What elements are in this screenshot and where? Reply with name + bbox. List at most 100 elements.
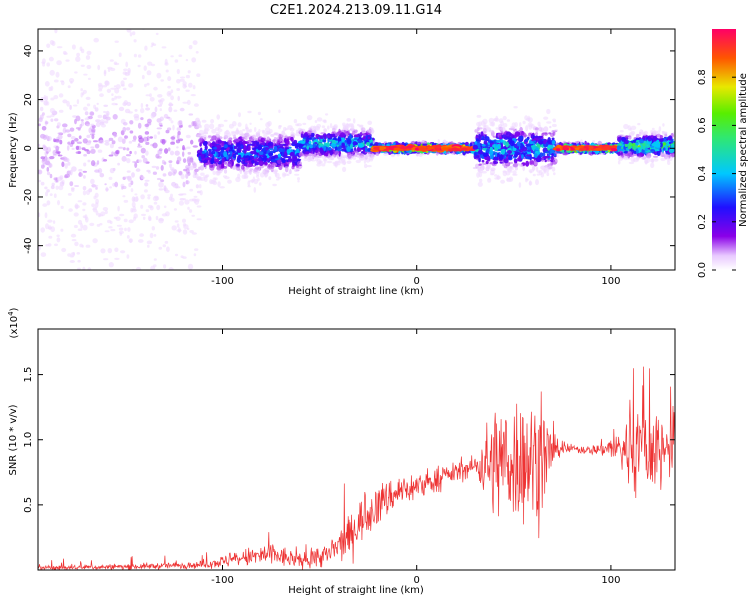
spectrogram-cell [255, 175, 260, 178]
spectrogram-cell [306, 115, 313, 121]
colorbar-gradient [712, 29, 736, 270]
spectrogram-cell [353, 134, 359, 138]
spectrogram-cell [50, 185, 55, 190]
spectrogram-cell [165, 211, 170, 217]
spectrogram-cell [326, 160, 333, 164]
spectrogram-cell [195, 117, 200, 123]
spectrogram-cell [666, 156, 670, 162]
spectrogram-cell [179, 107, 185, 112]
spectrogram-cell [125, 61, 129, 68]
snr-panel: -100 0 100 0.51.01.5 Height of straight li… [7, 307, 676, 596]
spectrogram-cell [118, 106, 125, 112]
spectrogram-cell [135, 319, 139, 323]
spectrogram-cell [262, 130, 266, 134]
spectrogram-cell [176, 79, 181, 84]
spectrogram-cell [117, 162, 120, 166]
spectrogram-cell [349, 133, 352, 140]
spectrogram-cell [210, 158, 215, 165]
spectrogram-cell [522, 120, 526, 125]
spectrogram-cell [479, 178, 483, 183]
spectrogram-cell [316, 117, 323, 122]
spectrogram-cell [253, 187, 257, 193]
spectrogram-cell [352, 154, 358, 157]
figure-title: C2E1.2024.213.09.11.G14 [270, 3, 442, 18]
spectrogram-cell [160, 179, 165, 182]
spectrogram-cell [262, 156, 267, 162]
spectrogram-cell [542, 168, 548, 172]
spectrogram-cell [71, 147, 75, 150]
spectrogram-cell [87, 267, 92, 270]
spectrogram-cell [209, 123, 215, 130]
spectrogram-cell [122, 126, 127, 133]
spectrogram-cell [258, 129, 261, 133]
spectrogram-cell [95, 20, 99, 24]
spectrogram-cell [340, 137, 345, 143]
spectrogram-cell [82, 190, 87, 196]
spectrogram-cell [277, 159, 282, 165]
spectrogram-cell [159, 124, 163, 127]
spectrogram-cell [173, 208, 177, 211]
spectrogram-cell [56, 237, 61, 243]
spectrogram-cell [176, 146, 179, 149]
spectrogram-cell [366, 165, 372, 168]
spectrogram-cell [45, 223, 49, 230]
spectrogram-cell [538, 124, 542, 131]
spectrogram-cell [195, 184, 199, 189]
spectrogram-cell [480, 131, 484, 137]
spectrogram-cell [257, 177, 260, 182]
spectrogram-cell [44, 150, 48, 157]
spectrogram-cell [98, 214, 104, 217]
spectrogram-cell [292, 155, 298, 162]
spectrogram-cell [82, 208, 86, 212]
spectrogram-cell [179, 198, 185, 201]
spectrogram-cell [262, 137, 267, 142]
spectrogram-cell [512, 162, 519, 168]
spectrogram-cell [70, 187, 75, 190]
spectrogram-cell [517, 157, 520, 162]
spectrogram-frame [37, 28, 676, 271]
spectrogram-cell [193, 195, 198, 198]
spectrogram-cell [160, 7, 163, 11]
spectrogram-cell [107, 66, 113, 70]
spectrogram-cell [482, 118, 488, 125]
spectrogram-cell [186, 158, 192, 165]
spectrogram-cell [295, 148, 300, 153]
spectrogram-cell [514, 151, 521, 156]
spectrogram-cell [99, 93, 104, 98]
spectrogram-cell [90, 160, 96, 167]
spectrogram-cell [342, 122, 346, 127]
spectrogram-cell [115, 84, 121, 90]
spectrogram-cell [75, 56, 81, 62]
spectrogram-cell [74, 71, 78, 74]
spectrogram-cell [551, 137, 555, 141]
spectrogram-cell [48, 162, 52, 168]
spectrogram-cell [554, 129, 559, 132]
spectrogram-cell [308, 156, 313, 161]
spectrogram-cell [150, 112, 155, 119]
spectrogram-cell [126, 101, 132, 107]
spectrogram-cell [340, 153, 344, 159]
spectrogram-cell [231, 165, 237, 170]
spectrogram-cell [155, 166, 160, 170]
spectrogram-cell [144, 182, 149, 187]
spectrogram-cell [252, 134, 257, 139]
spectrogram-cell [346, 118, 352, 122]
spectrogram-cell [236, 142, 241, 148]
spectrogram-cell [532, 173, 536, 177]
spectrogram-cell [346, 160, 352, 164]
spectrogram-cell [114, 40, 119, 43]
spectrogram-cell [123, 122, 128, 126]
spectrogram-cell [642, 143, 646, 147]
spectrogram-cell [140, 194, 145, 200]
spectrogram-cell [54, 118, 59, 122]
spectrogram-cell [183, 224, 189, 230]
spectrogram-cell [132, 135, 137, 141]
spectrogram-cell [103, 258, 109, 261]
spectrogram-cell [170, 55, 174, 58]
spectrogram-cell [104, 210, 108, 215]
spectrogram-cell [127, 227, 131, 232]
spectrogram-cell [158, 246, 163, 250]
spectrogram-cell [331, 143, 337, 147]
spectrogram-cell [125, 154, 131, 157]
spectrogram-cell [114, 181, 119, 188]
